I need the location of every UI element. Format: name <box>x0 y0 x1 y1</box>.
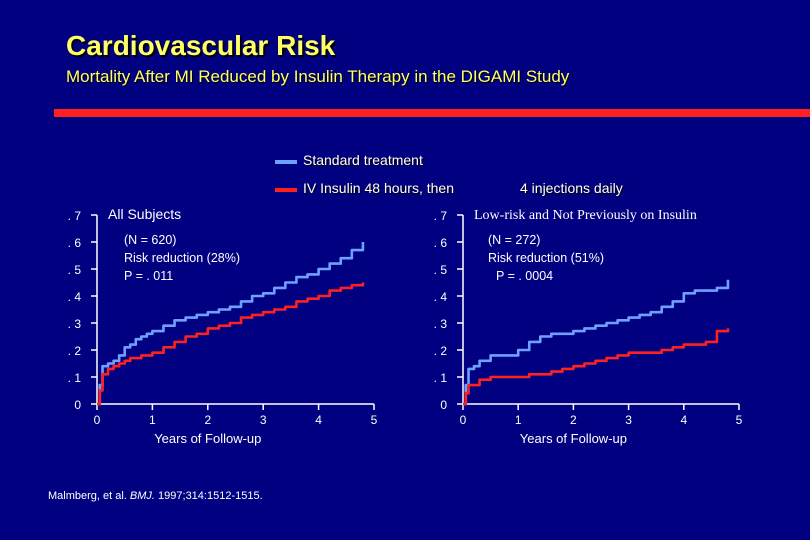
chart2-x-axis-label: Years of Follow-up <box>520 431 627 446</box>
chart1-x-tick-label: 3 <box>260 413 267 427</box>
chart1-y-tick-label: . 7 <box>68 209 82 223</box>
chart1-annotation-line: (N = 620) <box>124 233 176 247</box>
chart2-x-tick-label: 3 <box>625 413 632 427</box>
chart2-y-tick-label: 0 <box>440 398 447 412</box>
slide-title: Cardiovascular Risk <box>66 30 336 61</box>
chart2-y-tick-label: . 7 <box>434 209 448 223</box>
legend-standard-label: Standard treatment <box>303 152 423 168</box>
chart2-annotation-line: P = . 0004 <box>496 269 553 283</box>
legend-insulin-label: IV Insulin 48 hours, then <box>303 180 454 196</box>
citation: Malmberg, et al. BMJ. 1997;314:1512-1515… <box>48 490 263 502</box>
chart1-y-tick-label: . 3 <box>68 317 82 331</box>
chart1-x-tick-label: 1 <box>149 413 156 427</box>
chart2-x-tick-label: 5 <box>736 413 743 427</box>
chart1-x-tick-label: 5 <box>371 413 378 427</box>
chart1-x-tick-label: 2 <box>204 413 211 427</box>
chart1-y-tick-label: 0 <box>74 398 81 412</box>
chart2-series-line-standard <box>463 279 730 406</box>
chart1-y-tick-label: . 6 <box>68 236 82 250</box>
chart2-annotation-line: (N = 272) <box>488 233 540 247</box>
citation-details: 1997;314:1512-1515. <box>154 490 263 502</box>
legend-insulin-label-cont: 4 injections daily <box>520 180 623 196</box>
chart2-y-tick-label: . 3 <box>434 317 448 331</box>
citation-prefix: Malmberg, et al. <box>48 490 130 502</box>
chart1-annotation-line: P = . 011 <box>124 269 173 283</box>
chart1-series-line-standard <box>97 242 365 406</box>
chart2-x-tick-label: 2 <box>570 413 577 427</box>
chart2-y-tick-label: . 2 <box>434 344 448 358</box>
chart1-x-axis-label: Years of Follow-up <box>154 431 261 446</box>
chart2-x-tick-label: 1 <box>515 413 522 427</box>
chart1-y-tick-label: . 4 <box>68 290 82 304</box>
legend-standard-line <box>275 160 297 164</box>
chart2-x-tick-label: 4 <box>680 413 687 427</box>
chart1-y-tick-label: . 5 <box>68 263 82 277</box>
chart-all-subjects: 0 . 1 . 2 . 3 . 4 . 5 . 6 . 7 0 1 2 3 4 5 Years of Fol… <box>68 206 378 446</box>
chart1-series-line-insulin <box>97 282 365 406</box>
title-divider <box>54 109 810 117</box>
chart2-annotation-line: Risk reduction (51%) <box>488 251 604 265</box>
chart1-annotation-line: Risk reduction (28%) <box>124 251 240 265</box>
chart1-x-tick-label: 0 <box>94 413 101 427</box>
chart1-y-tick-label: . 1 <box>68 371 82 385</box>
chart2-y-tick-label: . 6 <box>434 236 448 250</box>
chart2-y-tick-label: . 4 <box>434 290 448 304</box>
chart1-y-tick-label: . 2 <box>68 344 82 358</box>
chart-low-risk: 0 . 1 . 2 . 3 . 4 . 5 . 6 . 7 0 1 2 3 4 5 Years of Fol… <box>434 208 743 446</box>
chart2-y-tick-label: . 5 <box>434 263 448 277</box>
chart2-x-tick-label: 0 <box>460 413 467 427</box>
legend-insulin-line <box>275 188 297 192</box>
slide-subtitle: Mortality After MI Reduced by Insulin Th… <box>66 67 570 86</box>
chart2-title: Low-risk and Not Previously on Insulin <box>474 208 697 223</box>
chart1-title: All Subjects <box>108 206 181 222</box>
chart2-y-tick-label: . 1 <box>434 371 448 385</box>
citation-journal: BMJ. <box>129 490 155 502</box>
chart1-x-tick-label: 4 <box>315 413 322 427</box>
chart2-series-line-insulin <box>463 328 730 406</box>
